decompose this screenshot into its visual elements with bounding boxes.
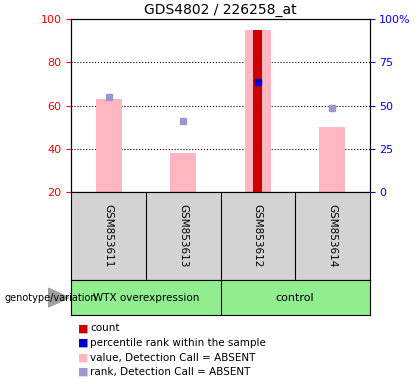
- Text: ■: ■: [78, 323, 88, 333]
- Text: genotype/variation: genotype/variation: [4, 293, 97, 303]
- Polygon shape: [48, 288, 69, 307]
- Text: GSM853611: GSM853611: [104, 204, 114, 268]
- Text: rank, Detection Call = ABSENT: rank, Detection Call = ABSENT: [90, 367, 251, 377]
- Bar: [170, 153, 196, 192]
- Text: value, Detection Call = ABSENT: value, Detection Call = ABSENT: [90, 353, 256, 362]
- Text: ■: ■: [78, 353, 88, 362]
- Bar: [245, 30, 271, 192]
- Bar: [319, 127, 345, 192]
- Text: percentile rank within the sample: percentile rank within the sample: [90, 338, 266, 348]
- Text: ■: ■: [78, 338, 88, 348]
- Text: GSM853613: GSM853613: [178, 204, 188, 268]
- Text: WTX overexpression: WTX overexpression: [93, 293, 199, 303]
- Text: ■: ■: [78, 367, 88, 377]
- Text: count: count: [90, 323, 120, 333]
- Text: control: control: [276, 293, 314, 303]
- Title: GDS4802 / 226258_at: GDS4802 / 226258_at: [144, 3, 297, 17]
- Text: GSM853614: GSM853614: [327, 204, 337, 268]
- Bar: [96, 99, 122, 192]
- Bar: [253, 30, 262, 192]
- Text: GSM853612: GSM853612: [253, 204, 263, 268]
